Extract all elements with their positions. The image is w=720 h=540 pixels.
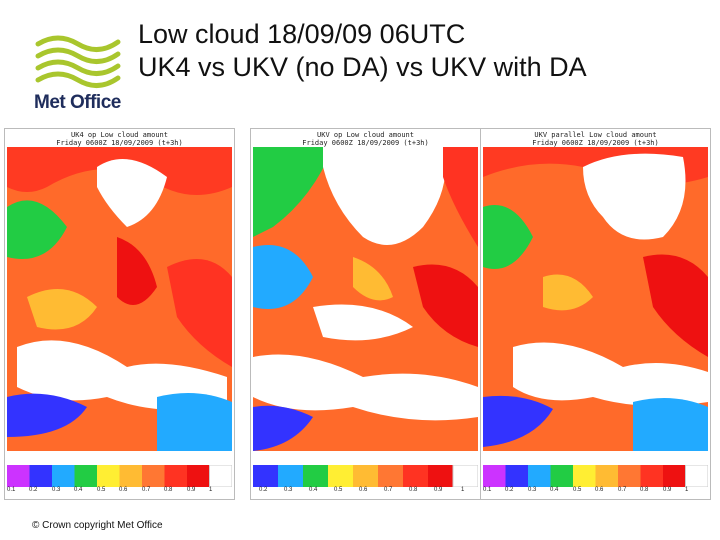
- panel-header-line-1: UKV op Low cloud amount: [317, 131, 414, 139]
- scale-label: 0.5: [97, 487, 106, 493]
- scale-label: 0.3: [52, 487, 61, 493]
- panel-header-line-2: Friday 0600Z 18/09/2009 (t+3h): [56, 139, 183, 147]
- scale-label: 1: [209, 487, 213, 493]
- scale-label: 0.4: [309, 487, 318, 493]
- scale-label: 0.8: [409, 487, 418, 493]
- color-scale-bar: [483, 465, 708, 487]
- panel-header-line-2: Friday 0600Z 18/09/2009 (t+3h): [302, 139, 429, 147]
- logo-wordmark: Met Office: [34, 92, 121, 113]
- map-panel-uk4: UK4 op Low cloud amount Friday 0600Z 18/…: [4, 128, 235, 500]
- scale-label: 0.2: [505, 487, 514, 493]
- scale-label: 0.2: [29, 487, 38, 493]
- scale-label: 0.9: [663, 487, 672, 493]
- map-panel-ukv-no-da: UKV op Low cloud amount Friday 0600Z 18/…: [250, 128, 481, 500]
- met-office-logo-icon: [35, 35, 121, 88]
- title-line-2: UK4 vs UKV (no DA) vs UKV with DA: [138, 52, 587, 82]
- panel-header: UKV op Low cloud amount Friday 0600Z 18/…: [251, 129, 480, 151]
- panel-header-line-1: UKV parallel Low cloud amount: [534, 131, 657, 139]
- cloud-map-image: [483, 147, 708, 451]
- slide-title: Low cloud 18/09/09 06UTC UK4 vs UKV (no …: [138, 18, 587, 84]
- scale-label: 0.6: [119, 487, 128, 493]
- scale-label: 0.8: [164, 487, 173, 493]
- scale-label: 0.5: [334, 487, 343, 493]
- title-line-1: Low cloud 18/09/09 06UTC: [138, 19, 466, 49]
- scale-label: 0.5: [573, 487, 582, 493]
- scale-label: 0.7: [142, 487, 151, 493]
- scale-label: 0.6: [595, 487, 604, 493]
- panel-header-line-2: Friday 0600Z 18/09/2009 (t+3h): [532, 139, 659, 147]
- color-scale-labels: 0.1 0.2 0.3 0.4 0.5 0.6 0.7 0.8 0.9 1: [7, 487, 232, 497]
- color-scale-bar: [253, 465, 478, 487]
- scale-label: 0.3: [528, 487, 537, 493]
- color-scale-bar: [7, 465, 232, 487]
- scale-label: 0.2: [259, 487, 268, 493]
- map-panel-ukv-with-da: UKV parallel Low cloud amount Friday 060…: [480, 128, 711, 500]
- scale-label: 1: [685, 487, 689, 493]
- panel-header: UK4 op Low cloud amount Friday 0600Z 18/…: [5, 129, 234, 151]
- scale-label: 0.3: [284, 487, 293, 493]
- scale-label: 0.4: [550, 487, 559, 493]
- scale-label: 0.7: [618, 487, 627, 493]
- scale-label: 0.9: [434, 487, 443, 493]
- cloud-map-image: [7, 147, 232, 451]
- panel-header: UKV parallel Low cloud amount Friday 060…: [481, 129, 710, 151]
- panel-header-line-1: UK4 op Low cloud amount: [71, 131, 168, 139]
- scale-label: 0.8: [640, 487, 649, 493]
- color-scale-labels: 0.1 0.2 0.3 0.4 0.5 0.6 0.7 0.8 0.9 1: [483, 487, 708, 497]
- scale-label: 0.4: [74, 487, 83, 493]
- scale-label: 0.6: [359, 487, 368, 493]
- color-scale-labels: 0.2 0.3 0.4 0.5 0.6 0.7 0.8 0.9 1: [253, 487, 478, 497]
- copyright-text: © Crown copyright Met Office: [32, 520, 163, 531]
- cloud-map-image: [253, 147, 478, 451]
- scale-label: 1: [461, 487, 465, 493]
- scale-label: 0.7: [384, 487, 393, 493]
- scale-label: 0.1: [7, 487, 16, 493]
- scale-label: 0.1: [483, 487, 492, 493]
- scale-label: 0.9: [187, 487, 196, 493]
